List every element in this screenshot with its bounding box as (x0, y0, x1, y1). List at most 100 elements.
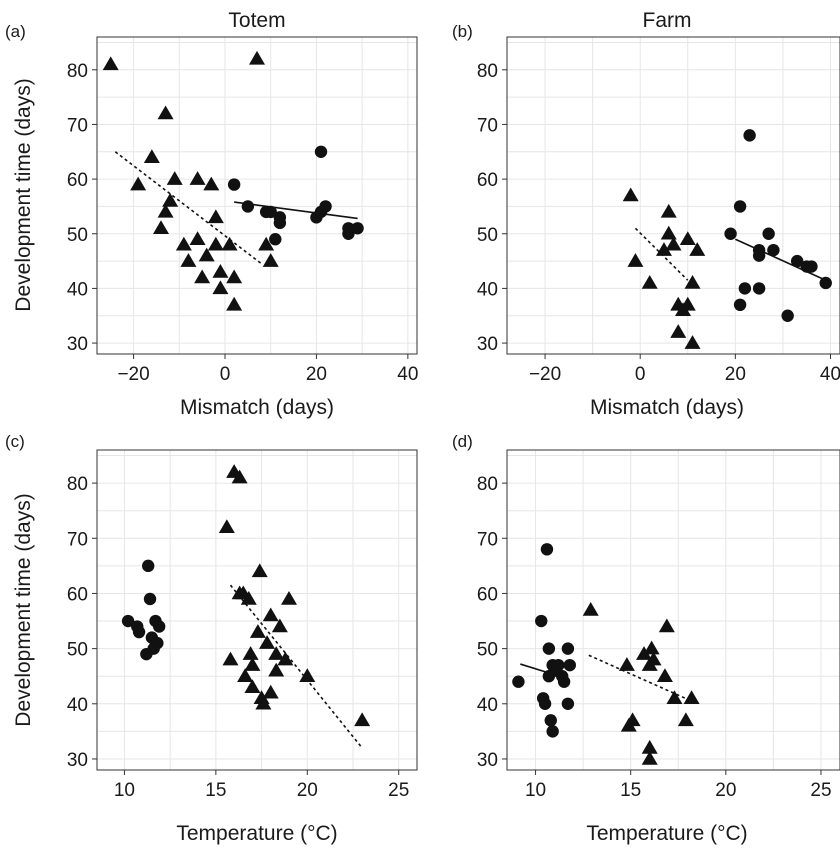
panel-a-point-circle (241, 200, 255, 213)
panel-d-point-circle (552, 658, 565, 672)
panel-d-ytick-label: 30 (477, 750, 498, 771)
panel-c: 10 15 20 25 30 40 50 60 70 80 (c) Temperature (°… (5, 432, 418, 845)
panel-b-point-circle (819, 276, 832, 290)
panel-a-point-triangle (226, 269, 243, 284)
panel-c-point-triangle (262, 684, 279, 699)
panel-c-xtick-label: 25 (388, 780, 409, 801)
panel-a-point-triangle (175, 236, 192, 251)
panel-d-ytick-label: 50 (477, 640, 498, 661)
panel-c-fit-dotted (229, 584, 363, 749)
panel-a-point-circle (351, 222, 364, 235)
panel-a-title: Totem (228, 9, 285, 32)
panel-a-point-triangle (157, 203, 174, 218)
panel-b-label: (b) (452, 22, 473, 41)
panel-b-ytick-label: 60 (477, 170, 498, 191)
panel-d-point-triangle (618, 657, 635, 671)
panel-c-xticks: 10 15 20 25 (114, 770, 409, 801)
panel-a-point-circle (342, 227, 355, 240)
panel-a-point-triangle (226, 296, 243, 311)
panel-c-point-triangle (251, 563, 268, 578)
panel-c-point-circle (132, 625, 146, 639)
panel-a-point-triangle (212, 280, 229, 295)
panel-a-ytick-label: 40 (67, 279, 88, 300)
panel-b-point-triangle (622, 187, 639, 202)
panel-d-point-circle (546, 725, 559, 738)
panel-b-point-triangle (679, 231, 696, 245)
panel-c-point-triangle (259, 635, 276, 649)
panel-d-point-triangle (666, 690, 683, 705)
panel-a-fit-solid (234, 201, 358, 220)
panel-b-fit-solid (735, 238, 827, 281)
panel-a-xtick-label: −20 (117, 364, 149, 385)
panel-c-point-triangle (237, 668, 254, 682)
panel-b-point-triangle (660, 203, 677, 218)
panel-a-fit-dotted (114, 151, 263, 265)
panel-d-point-circle (563, 658, 576, 672)
panel-a-point-triangle (180, 253, 197, 267)
panel-d-point-triangle (645, 651, 662, 666)
panel-d-frame (506, 449, 840, 771)
panel-d-label: (d) (452, 432, 473, 451)
panel-a-xticks: −20 0 20 40 (117, 354, 418, 385)
panel-a-points (102, 50, 364, 311)
panel-b-point-triangle (655, 242, 672, 256)
panel-b-point-triangle (627, 253, 644, 267)
panel-d-point-triangle (582, 602, 599, 616)
panel-d-point-triangle (643, 640, 660, 655)
panel-b-point-triangle (670, 324, 687, 338)
panel-b-point-circle (767, 243, 780, 257)
panel-d-point-circle (540, 543, 554, 556)
panel-b-point-circle (752, 249, 766, 262)
panel-b-point-triangle (689, 242, 706, 256)
panel-c-point-triangle (354, 712, 371, 727)
panel-b-ytick-label: 80 (477, 61, 498, 82)
panel-a-point-triangle (221, 236, 238, 251)
panel-d-point-circle (542, 642, 556, 655)
panel-a-point-triangle (143, 149, 160, 164)
panel-d-point-triangle (641, 739, 658, 754)
panel-b-title: Farm (643, 9, 692, 32)
panel-d-ytick-label: 70 (477, 529, 498, 550)
panel-a-fits (114, 151, 358, 265)
panel-c-point-circle (151, 636, 164, 650)
panel-a-point-triangle (212, 264, 229, 278)
panel-a-ytick-label: 30 (67, 334, 88, 355)
panel-a-point-triangle (258, 236, 275, 251)
panel-a-point-triangle (157, 105, 174, 120)
panel-c-xtick-label: 20 (297, 780, 318, 801)
panel-b-point-triangle (684, 335, 701, 349)
panel-b-point-circle (752, 282, 766, 295)
panel-b-point-triangle (665, 236, 682, 251)
panel-c-ytick-label: 50 (67, 640, 88, 661)
panel-c-point-circle (143, 592, 157, 606)
panel-c-point-triangle (262, 607, 279, 622)
panel-d-point-triangle (641, 750, 658, 765)
panel-b-point-triangle (660, 225, 677, 240)
panel-d-fits (520, 654, 689, 701)
panel-b-point-triangle (641, 274, 658, 289)
panel-a-label: (a) (5, 22, 26, 41)
panel-d-xtick-label: 10 (525, 780, 546, 801)
panel-b-point-circle (733, 200, 747, 213)
panel-d-ytick-label: 80 (477, 474, 498, 495)
panel-c-point-triangle (281, 590, 297, 605)
panel-d: 10 15 20 25 30 40 50 60 70 80 (d) Temperature (°… (452, 432, 840, 845)
panel-c-point-triangle (268, 662, 285, 677)
panel-a: −20 0 20 40 30 40 50 60 70 80 (a) Totem Mismatch… (5, 9, 418, 419)
panel-c-point-triangle (255, 695, 272, 710)
panel-a-ylabel: Development time (days) (12, 78, 35, 311)
panel-c-point-triangle (240, 590, 257, 605)
panel-c-ytick-label: 60 (67, 584, 88, 605)
panel-a-point-triangle (207, 236, 224, 251)
panel-b-xtick-label: −20 (529, 364, 561, 385)
panel-a-point-triangle (102, 56, 119, 71)
panel-d-ytick-label: 60 (477, 584, 498, 605)
panel-b-point-circle (781, 309, 794, 322)
panel-c-ytick-label: 70 (67, 529, 88, 550)
panel-b-points (622, 129, 832, 349)
panel-c-grid (97, 450, 417, 770)
panel-b-yticks: 30 40 50 60 70 80 (477, 61, 507, 355)
panel-a-point-triangle (189, 231, 206, 245)
panel-d-point-circle (561, 642, 575, 655)
